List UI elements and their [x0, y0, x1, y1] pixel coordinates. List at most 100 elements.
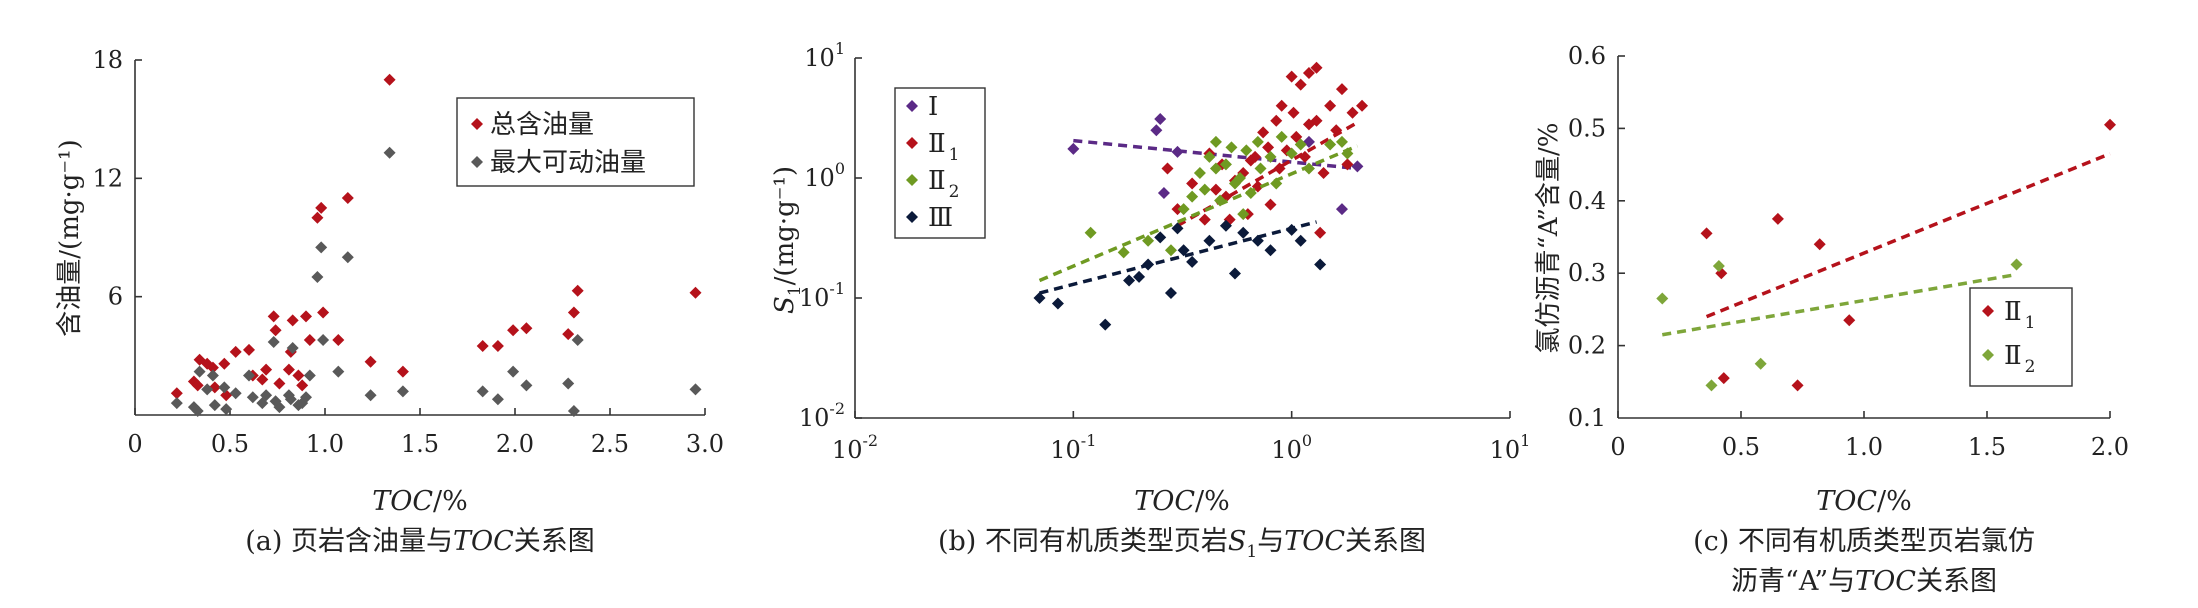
data-point: [1771, 212, 1784, 225]
data-point: [246, 391, 259, 404]
data-point: [383, 73, 396, 86]
data-point: [267, 336, 280, 349]
data-point: [364, 389, 377, 402]
data-point: [491, 393, 504, 406]
x-tick-label: 0: [1610, 433, 1625, 461]
data-point: [191, 405, 204, 418]
data-point: [364, 355, 377, 368]
data-point: [311, 270, 324, 283]
legend-marker: [471, 118, 483, 130]
data-point: [1228, 267, 1241, 280]
x-tick-label: 10-2: [832, 431, 878, 464]
data-point: [317, 334, 330, 347]
data-point: [1117, 246, 1130, 259]
data-point: [1257, 126, 1270, 139]
data-point: [300, 391, 312, 404]
data-point: [220, 403, 233, 416]
data-point: [1084, 226, 1097, 239]
data-point: [2104, 118, 2116, 131]
caption-line-2: 沥青“A”与TOC关系图: [1731, 566, 1997, 597]
data-point: [1294, 234, 1307, 247]
x-tick-label: 100: [1271, 431, 1312, 464]
data-point: [1219, 219, 1232, 232]
data-point: [267, 310, 280, 323]
trend-line: [1705, 152, 2111, 319]
x-tick-label: 0.5: [211, 430, 249, 458]
y-tick-label: 0.3: [1568, 259, 1606, 287]
data-point: [170, 397, 183, 410]
y-tick-label: 0.1: [1568, 404, 1606, 432]
data-point: [269, 324, 282, 337]
x-tick-label: 2.0: [496, 430, 534, 458]
data-point: [1237, 208, 1250, 221]
data-point: [332, 365, 345, 378]
data-point: [1302, 66, 1315, 79]
data-point: [286, 314, 299, 327]
trend-line: [1038, 144, 1359, 283]
data-point: [1099, 318, 1112, 331]
legend-box: [456, 97, 695, 187]
x-tick-label: 1.0: [306, 430, 344, 458]
panel-c-chloroform-bitumen-chart: 0 0.5 1.0 1.5 2.0 0.1 0.2 0.3 0.4 0.5 0.6 Ⅱ 1 Ⅱ 2 TOC/%…: [1534, 42, 2129, 597]
legend-label: 最大可动油量: [490, 148, 646, 178]
y-axis-label: 氯仿沥青“A”含量/%: [1534, 122, 1564, 353]
legend-label: 总含油量: [490, 110, 594, 140]
data-point: [1275, 130, 1288, 143]
data-point: [206, 369, 219, 382]
data-point: [1351, 160, 1364, 173]
data-point: [1225, 141, 1238, 154]
y-tick-label: 0.4: [1568, 187, 1606, 215]
data-point: [1198, 213, 1211, 226]
y-tick-label: 6: [108, 283, 123, 311]
data-point: [296, 379, 309, 392]
data-point: [170, 387, 183, 400]
data-point: [1157, 186, 1170, 199]
data-point: [273, 401, 286, 414]
data-point: [317, 306, 330, 319]
x-axis-label: TOC/%: [372, 486, 468, 517]
x-tick-label: 101: [1490, 431, 1531, 464]
data-point: [1754, 357, 1767, 370]
data-point: [218, 381, 231, 394]
data-point: [1234, 172, 1247, 184]
y-tick-label: 0.5: [1568, 114, 1606, 142]
data-point: [1285, 147, 1298, 160]
data-point: [260, 389, 273, 402]
data-point: [256, 373, 269, 386]
data-point: [1161, 162, 1174, 175]
trend-line: [1073, 138, 1358, 171]
data-point: [1198, 183, 1211, 196]
data-point: [1314, 226, 1327, 239]
data-point: [332, 334, 345, 347]
data-point: [191, 379, 204, 392]
data-point: [341, 192, 354, 205]
data-point: [260, 363, 273, 376]
data-point: [571, 334, 584, 347]
data-point: [571, 284, 584, 297]
data-point: [689, 286, 702, 299]
data-point: [1203, 234, 1216, 247]
data-point: [1264, 150, 1277, 163]
data-point: [567, 306, 580, 319]
data-point: [201, 383, 214, 396]
y-tick-label: 10-1: [799, 279, 845, 312]
x-tick-label: 1.5: [401, 430, 439, 458]
data-point: [1270, 114, 1283, 127]
y-tick-label: 0.2: [1568, 332, 1606, 360]
data-point: [689, 383, 702, 396]
x-tick-label: 10-1: [1050, 431, 1096, 464]
data-point: [1341, 158, 1354, 171]
data-point: [1164, 244, 1177, 257]
data-point: [1843, 314, 1856, 327]
data-point: [1171, 145, 1184, 158]
data-point: [218, 357, 231, 370]
data-point: [507, 365, 520, 378]
legend-marker: [906, 137, 918, 149]
y-tick-label: 10-2: [799, 399, 845, 432]
data-point: [1317, 167, 1330, 180]
x-tick-label: 0.5: [1722, 433, 1760, 461]
